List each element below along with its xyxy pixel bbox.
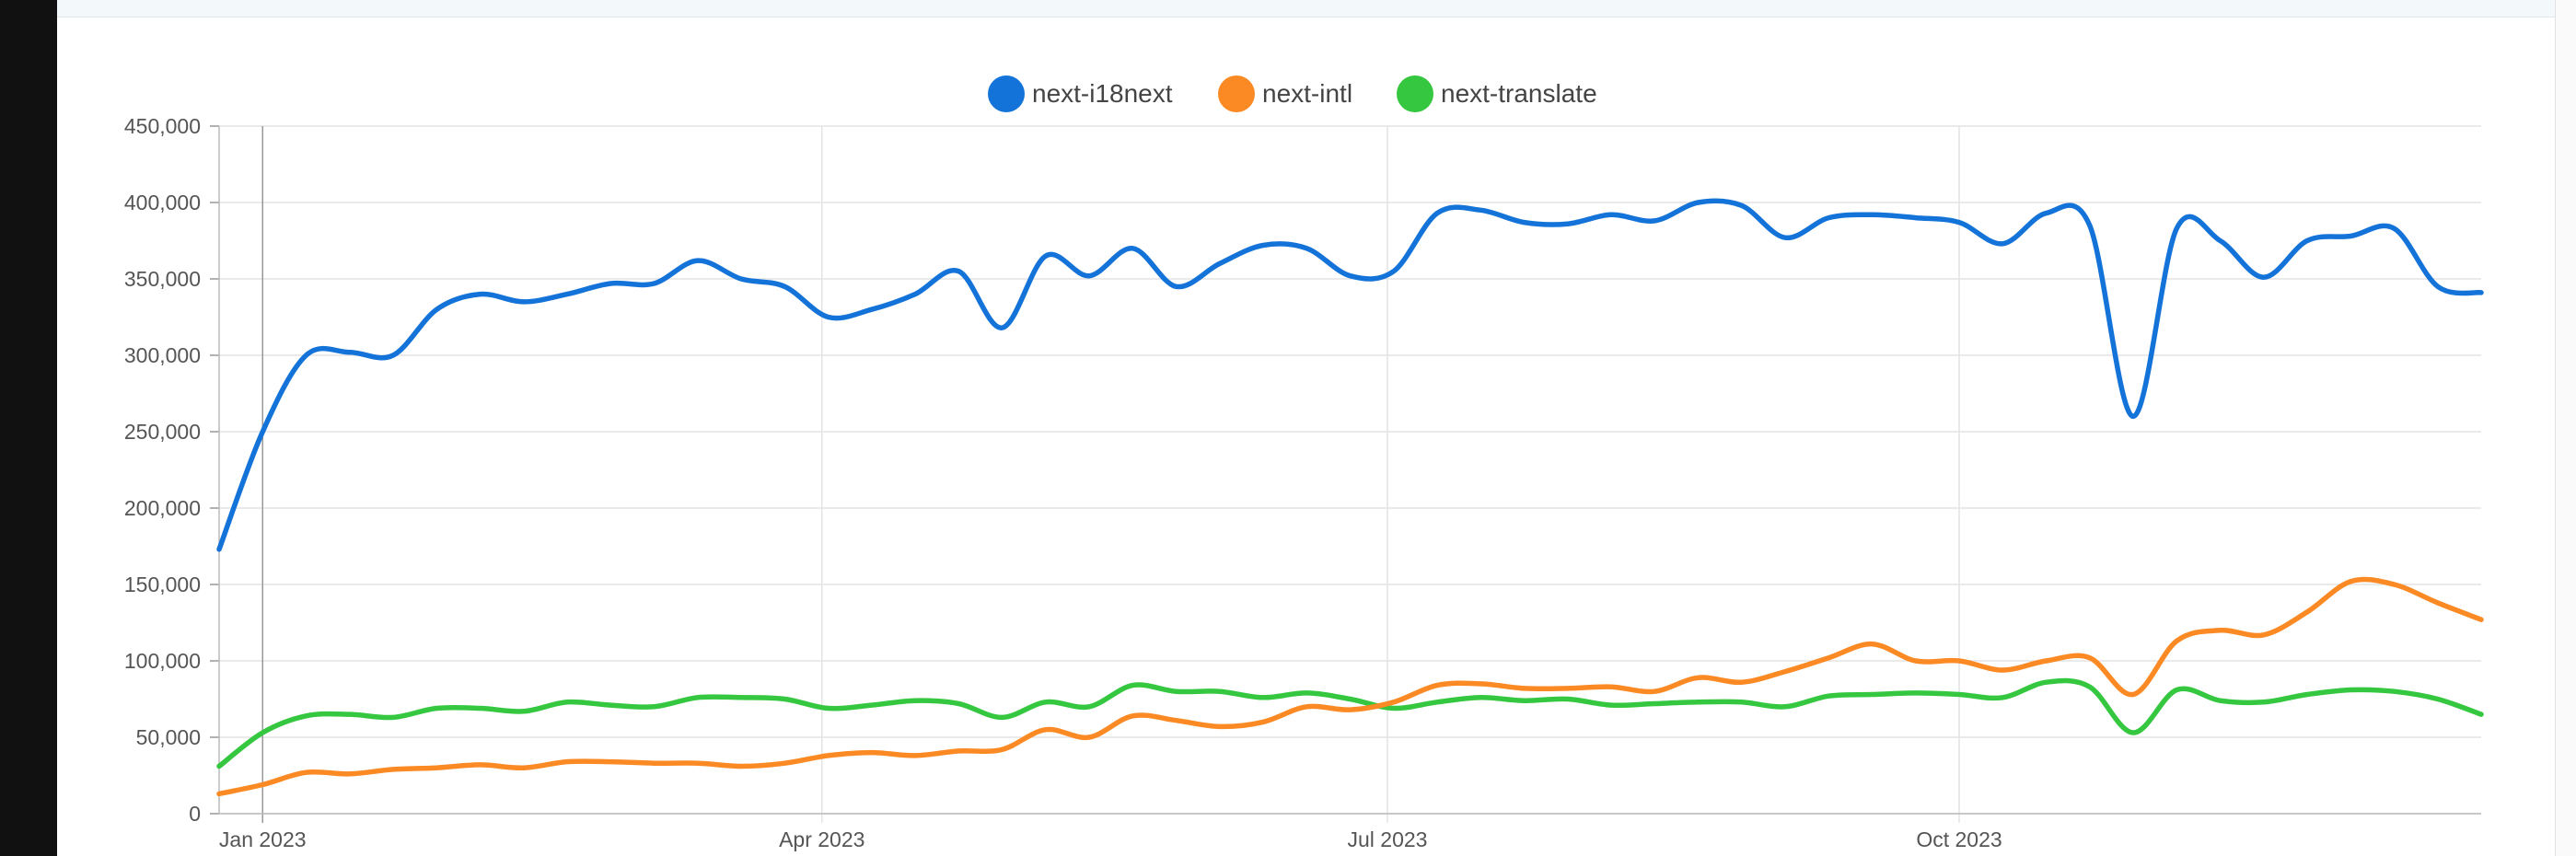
y-tick-label: 400,000: [124, 191, 201, 214]
chart-series: [216, 198, 2484, 797]
y-tick-label: 200,000: [124, 496, 201, 520]
legend-marker-next-i18next: [988, 75, 1025, 112]
left-sidebar-edge: [0, 0, 57, 856]
x-tick-label: Oct 2023: [1916, 827, 2002, 851]
y-tick-label: 150,000: [124, 573, 201, 596]
series-line-next-i18next: [216, 198, 2484, 552]
top-banner-edge: [57, 0, 2576, 17]
x-tick-label: Jul 2023: [1348, 827, 1428, 851]
chart-grid: [219, 125, 2481, 823]
chart-legend[interactable]: next-i18next next-intl next-translate: [988, 75, 1597, 112]
y-tick-label: 0: [189, 802, 201, 826]
y-tick-label: 350,000: [124, 267, 201, 291]
legend-label-next-translate: next-translate: [1441, 79, 1597, 108]
y-tick-label: 250,000: [124, 420, 201, 444]
chart-axes: 0 50,000 100,000 150,000 200,000 250,000 300,0…: [124, 114, 2481, 851]
legend-marker-next-intl: [1218, 75, 1255, 112]
x-tick-label: Jan 2023: [219, 827, 307, 851]
series-line-next-intl: [216, 576, 2484, 797]
legend-marker-next-translate: [1397, 75, 1433, 112]
y-tick-label: 300,000: [124, 343, 201, 367]
y-tick-label: 450,000: [124, 114, 201, 138]
y-tick-label: 100,000: [124, 649, 201, 673]
x-tick-label: Apr 2023: [779, 827, 864, 851]
y-tick-label: 50,000: [136, 725, 201, 749]
legend-label-next-intl: next-intl: [1262, 79, 1352, 108]
series-line-next-translate: [216, 677, 2484, 769]
legend-label-next-i18next: next-i18next: [1032, 79, 1173, 108]
right-scrollbar-edge: [2555, 0, 2576, 856]
